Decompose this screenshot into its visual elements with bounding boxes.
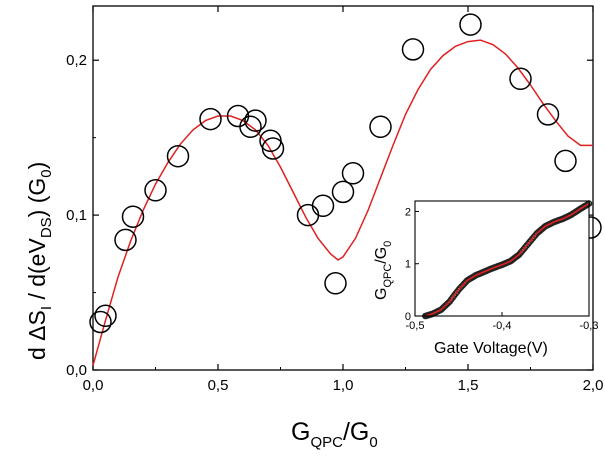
data-point [94, 304, 117, 328]
main-x-tick-label: 1,0 [333, 377, 354, 394]
data-point [324, 272, 347, 295]
data-point [554, 149, 577, 173]
main-scatter-points [89, 13, 602, 334]
inset-x-axis-label: Gate Voltage(V) [434, 340, 548, 357]
data-point [199, 107, 222, 131]
y-label-part4: ) [24, 162, 50, 170]
inset-y-ticks: 0 1 2 [405, 206, 419, 323]
inset-y-axis-label: GQPC/G0 [373, 241, 394, 300]
inset-x-ticks: -0,5 -0,4 -0,3 [406, 312, 599, 332]
y-label-part2: / d(eV [24, 238, 50, 306]
data-point [121, 205, 145, 228]
main-x-tick-label: 0,0 [83, 377, 104, 394]
main-fit-curve-group [92, 39, 593, 366]
inset-y-tick-label: 1 [405, 259, 411, 271]
data-point [459, 13, 482, 36]
data-point [536, 103, 560, 126]
data-point [144, 179, 167, 202]
data-point [331, 180, 355, 204]
inset-x-tick-label: -0,4 [493, 320, 512, 332]
data-point [244, 109, 267, 132]
inset-x-tick-label: -0,5 [406, 320, 425, 332]
y-label-sub3: 0 [38, 169, 55, 177]
main-x-ticks: 0,0 0,5 1,0 1,5 2,0 [83, 6, 604, 394]
main-x-axis-label: GQPC/G0 [291, 418, 378, 451]
data-point [166, 144, 190, 168]
main-fit-curve [92, 39, 593, 366]
main-y-tick-label: 0,0 [66, 362, 87, 379]
inset-x-tick-label: -0,3 [580, 320, 599, 332]
x-label-sub1: QPC [310, 434, 343, 451]
inset-data-group [422, 200, 593, 320]
data-point [261, 137, 285, 160]
inset-y-tick-label: 0 [405, 311, 411, 323]
data-point [509, 67, 532, 91]
data-point [341, 162, 365, 185]
inset-y-label-sub1: QPC [382, 264, 394, 288]
inset-y-label-sub2: 0 [382, 241, 394, 247]
data-point [311, 194, 335, 218]
main-x-tick-label: 2,0 [583, 377, 604, 394]
x-label-mid: /G [343, 418, 369, 446]
x-label-main: G [291, 418, 310, 446]
main-x-tick-label: 1,5 [458, 377, 479, 394]
main-y-tick-label: 0,1 [66, 207, 87, 224]
data-point [369, 115, 392, 139]
inset-y-label-part2: /G [373, 247, 390, 264]
y-label-sub1: I [38, 306, 55, 310]
y-label-part3: ) (G [24, 178, 50, 218]
data-point [114, 228, 137, 252]
data-point [239, 115, 262, 139]
y-label-sub2: DS [38, 217, 55, 238]
data-point [401, 38, 425, 61]
inset-y-tick-label: 2 [405, 206, 411, 218]
main-x-tick-label: 0,5 [208, 377, 229, 394]
y-label-part1: d ΔS [24, 310, 50, 360]
main-y-ticks: 0,0 0,1 0,2 [66, 52, 593, 379]
inset-y-label-part1: G [373, 288, 390, 300]
inset-curve [425, 202, 590, 317]
x-label-sub2: 0 [369, 434, 377, 451]
main-y-tick-label: 0,2 [66, 52, 87, 69]
data-point [89, 310, 112, 334]
main-y-axis-label: d ΔSI / d(eVDS) (G0) [24, 162, 55, 360]
